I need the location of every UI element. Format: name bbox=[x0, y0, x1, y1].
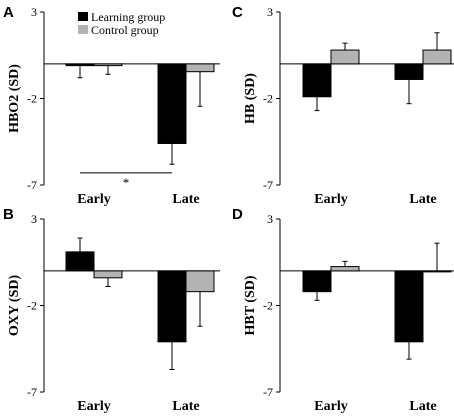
category-label: Late bbox=[409, 399, 436, 414]
y-axis-label: HBT (SD) bbox=[243, 275, 258, 335]
category-label: Early bbox=[77, 192, 110, 207]
panel-c: C 3 -2 -7 HB (SD) Early Late bbox=[232, 4, 454, 207]
panel-letter: C bbox=[232, 4, 243, 21]
panel-d: D 3 -2 -7 HBT (SD) Early Late bbox=[232, 206, 454, 414]
panel-a: A 3 -2 -7 HBO2 (SD) Early Late * Learning groupC… bbox=[3, 4, 220, 207]
y-tick-label: -2 bbox=[27, 92, 37, 106]
bar bbox=[302, 270, 332, 293]
panel-letter: D bbox=[232, 206, 243, 223]
y-tick-label: 3 bbox=[267, 5, 273, 19]
y-axis-label: HBO2 (SD) bbox=[7, 64, 22, 133]
bar bbox=[65, 251, 95, 272]
y-tick-label: -2 bbox=[263, 92, 273, 106]
bar bbox=[157, 63, 187, 144]
y-tick-label: -7 bbox=[263, 178, 273, 192]
category-label: Late bbox=[172, 192, 199, 207]
bar bbox=[422, 270, 452, 273]
category-label: Early bbox=[314, 399, 347, 414]
y-tick-label: 3 bbox=[267, 212, 273, 226]
panel-letter: B bbox=[3, 206, 14, 223]
bar bbox=[394, 270, 424, 343]
bar bbox=[185, 270, 215, 293]
legend-label: Control group bbox=[91, 23, 159, 37]
legend-swatch bbox=[78, 25, 88, 34]
bar bbox=[157, 270, 187, 343]
bar bbox=[185, 63, 215, 73]
y-tick-label: 3 bbox=[31, 212, 37, 226]
y-tick-label: -7 bbox=[263, 385, 273, 399]
bar bbox=[330, 49, 360, 65]
panel-letter: A bbox=[3, 4, 14, 21]
y-tick-label: -2 bbox=[263, 299, 273, 313]
bar bbox=[394, 63, 424, 80]
bar bbox=[65, 63, 95, 67]
bar bbox=[93, 63, 123, 67]
y-tick-label: 3 bbox=[31, 5, 37, 19]
y-axis-label: HB (SD) bbox=[243, 73, 258, 124]
y-tick-label: -7 bbox=[27, 385, 37, 399]
panel-b: B 3 -2 -7 OXY (SD) Early Late bbox=[3, 206, 220, 414]
bar bbox=[93, 270, 123, 279]
legend-swatch bbox=[78, 12, 88, 21]
legend-label: Learning group bbox=[91, 10, 165, 24]
bar bbox=[330, 266, 360, 272]
bar bbox=[422, 49, 452, 65]
y-tick-label: -7 bbox=[27, 178, 37, 192]
category-label: Late bbox=[409, 192, 436, 207]
y-tick-label: -2 bbox=[27, 299, 37, 313]
bar bbox=[302, 63, 332, 98]
y-axis-label: OXY (SD) bbox=[7, 275, 22, 337]
category-label: Early bbox=[314, 192, 347, 207]
category-label: Early bbox=[77, 399, 110, 414]
category-label: Late bbox=[172, 399, 199, 414]
significance-marker: * bbox=[123, 175, 130, 190]
